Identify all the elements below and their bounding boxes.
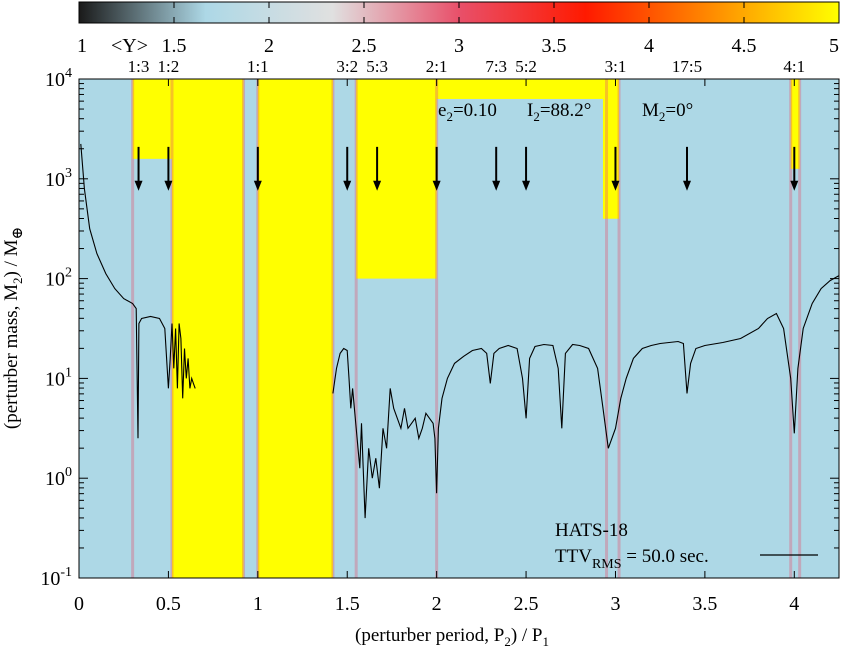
resonance-label: 1:2: [158, 57, 180, 76]
legend-ttv-label: TTVRMS = 50.0 sec.: [555, 546, 709, 572]
x-tick-label: 2.5: [514, 593, 539, 615]
colorbar-tick-label: 3.5: [542, 35, 567, 57]
colorbar-label: <Y>: [111, 35, 148, 57]
annotation-e2: e2=0.10: [438, 100, 497, 124]
y-axis: 10-1 100 101 102 103 104: [40, 66, 839, 590]
resonance-edge: [798, 79, 802, 578]
resonance-edge: [435, 79, 439, 578]
plot-frame: [78, 78, 840, 579]
x-axis: 0 0.5 1 1.5 2 2.5 3 3.5 4: [74, 79, 799, 615]
colorbar-tick-label: 3: [454, 35, 464, 57]
resonance-labels: 1:3 1:2 1:1 3:2 5:3 2:1 7:3 5:2 3:1 17:5 4:1: [128, 57, 805, 76]
colorbar-tick-label: 5: [829, 35, 839, 57]
x-tick-label: 0: [74, 593, 84, 615]
colorbar-ticks: 1 1.5 2 2.5 3 3.5 4 4.5 5: [77, 2, 840, 57]
resonance-edge: [131, 79, 135, 578]
resonance-edge: [242, 79, 246, 578]
resonance-edge: [331, 79, 335, 578]
colorbar-tick-label: 1.5: [162, 35, 187, 57]
y-axis-title: (perturber mass, M2) / M⊕: [1, 227, 26, 429]
resonance-arrowhead: [134, 180, 143, 191]
heatmap-area: [79, 79, 839, 578]
x-tick-label: 0.5: [156, 593, 181, 615]
y-tick-label: 103: [45, 166, 72, 191]
resonance-edge: [256, 79, 260, 578]
y-tick-label: 101: [45, 365, 72, 390]
resonance-arrowhead: [683, 180, 691, 191]
resonance-edge: [789, 79, 793, 578]
resonance-label: 3:1: [605, 57, 627, 76]
resonance-arrowhead: [343, 180, 352, 191]
y-tick-label: 100: [45, 465, 72, 490]
x-tick-label: 2: [432, 593, 442, 615]
x-tick-label: 3: [610, 593, 620, 615]
resonance-label: 17:5: [672, 57, 702, 76]
ttv-line: [80, 143, 196, 439]
ttv-curve: [80, 143, 840, 519]
resonance-arrowhead: [253, 180, 262, 191]
resonance-arrowhead: [432, 180, 441, 191]
annotation-m2: M2=0°: [642, 100, 693, 124]
resonance-label: 1:1: [247, 57, 269, 76]
x-axis-title: (perturber period, P2) / P1: [355, 625, 549, 648]
resonance-edge: [354, 79, 358, 578]
ttv-line: [332, 275, 840, 519]
y-tick-label: 102: [45, 266, 72, 291]
resonance-edge: [617, 79, 621, 578]
annotation-i2: I2=88.2°: [527, 100, 591, 124]
chaotic-region: [257, 79, 333, 578]
resonance-label: 5:3: [366, 57, 388, 76]
resonance-arrowhead: [373, 180, 382, 191]
chaotic-region: [356, 79, 437, 279]
colorbar-tick-label: 1: [77, 35, 87, 57]
y-tick-label: 10-1: [40, 565, 72, 590]
resonance-label: 1:3: [128, 57, 150, 76]
colorbar-tick-label: 2.5: [352, 35, 377, 57]
resonance-arrows: [134, 146, 799, 191]
resonance-edge: [605, 79, 609, 578]
resonance-label: 2:1: [426, 57, 448, 76]
resonance-label: 5:2: [515, 57, 537, 76]
x-tick-label: 1: [253, 593, 263, 615]
resonance-label: 7:3: [485, 57, 507, 76]
resonance-label: 3:2: [336, 57, 358, 76]
colorbar-tick-label: 4.5: [732, 35, 757, 57]
colorbar-tick-label: 2: [264, 35, 274, 57]
chaotic-region: [132, 79, 172, 159]
resonance-arrowhead: [611, 180, 620, 191]
resonance-arrowhead: [790, 180, 799, 191]
resonance-arrowhead: [522, 180, 531, 191]
resonance-arrowhead: [492, 180, 501, 191]
y-tick-label: 104: [45, 66, 72, 91]
colorbar-tick-label: 4: [644, 35, 654, 57]
chaotic-region: [171, 79, 244, 578]
x-tick-label: 1.5: [335, 593, 360, 615]
resonance-label: 4:1: [783, 57, 805, 76]
resonance-arrowhead: [164, 180, 173, 191]
annotation-planet: HATS-18: [555, 520, 628, 541]
x-tick-label: 3.5: [692, 593, 717, 615]
x-tick-label: 4: [789, 593, 799, 615]
chaotic-region: [790, 79, 800, 169]
chaotic-region: [436, 79, 607, 99]
